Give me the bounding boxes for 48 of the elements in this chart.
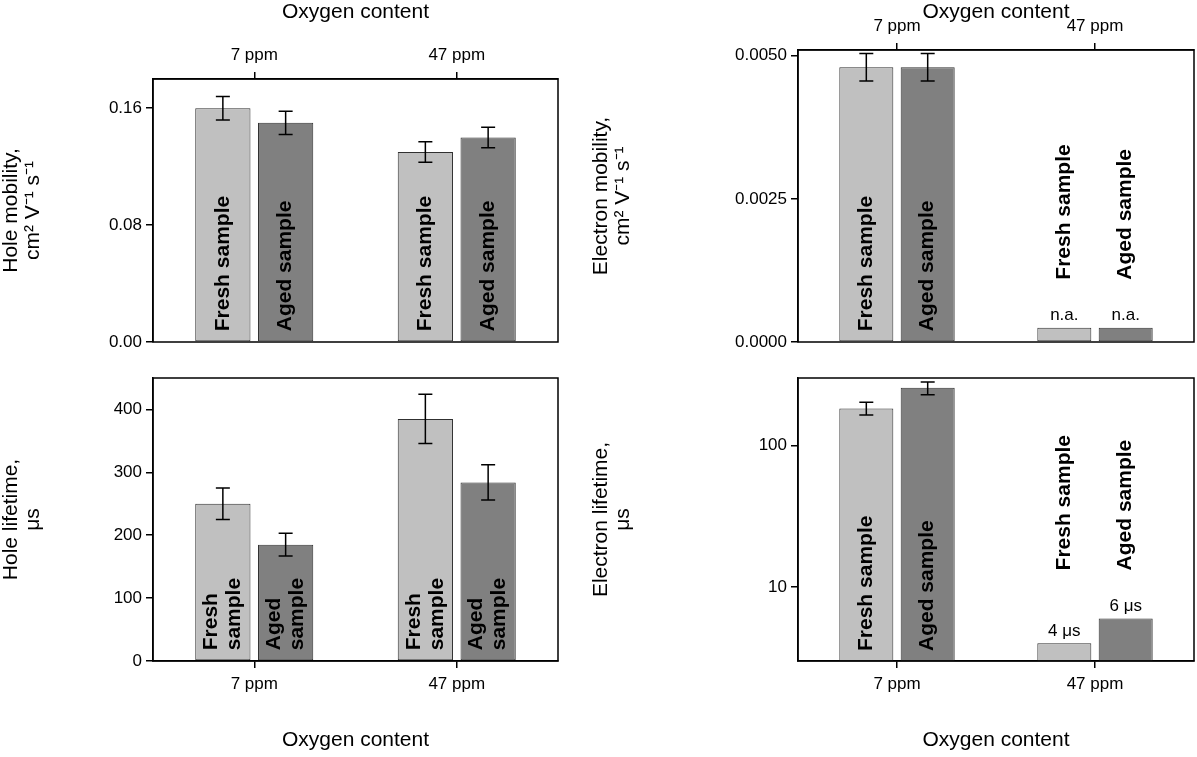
x-tick-label: 47 ppm [1066,673,1124,693]
series-label: Aged sample [260,577,307,651]
series-label: Fresh sample [853,515,877,651]
x-tick-label: 7 ppm [230,673,278,693]
series-label: Fresh sample [209,195,233,332]
data-label: 4 μs [1048,620,1081,640]
text: Fresh sample [1051,144,1075,280]
text: Fresh sample [412,195,436,332]
x2-axis-title: Oxygen content [922,0,1070,23]
series-label: Aged sample [914,200,938,332]
x-tick-label: 7 ppm [230,45,278,65]
text: Fresh sample [1051,435,1075,571]
x-tick-label: 47 ppm [428,673,486,693]
data-label: 6 μs [1109,595,1142,615]
text: Aged sample [1112,439,1136,571]
x-axis-title: Oxygen content [922,727,1070,751]
y-tick-label: 0.0000 [735,331,787,351]
series-label: Fresh sample [853,195,877,332]
text: Aged sample [474,200,498,332]
y-tick-label: 0.16 [108,97,142,117]
series-label: Aged sample [914,520,938,651]
y-tick-label: 0.00 [108,331,142,351]
text: Aged sample [463,577,510,651]
series-label: Aged sample [272,200,296,332]
data-label: n.a. [1111,304,1140,324]
y-axis-title: Electron lifetime, μs [587,441,633,598]
text: Aged sample [1112,148,1136,280]
data-label: n.a. [1050,304,1079,324]
y-tick-label: 100 [113,587,142,607]
x-tick-label: 47 ppm [428,45,486,65]
y-tick-label: 0.08 [108,214,142,234]
x-tick-label: 7 ppm [873,16,921,36]
x2-axis-title: Oxygen content [281,0,430,23]
y-tick-label: 0.0050 [735,45,787,65]
x-axis-title: Oxygen content [281,727,430,751]
series-label: Fresh sample [198,577,245,651]
y-axis-title: Electron mobility, cm² V⁻¹ s⁻¹ [587,116,633,276]
y-tick-label: 10 [768,576,787,596]
y-tick-label: 300 [113,462,142,482]
y-tick-label: 200 [113,524,142,544]
x-tick-label: 7 ppm [873,673,921,693]
y-axis-title: Hole lifetime, μs [0,458,43,581]
y-tick-label: 400 [113,399,142,419]
y-axis-title: Hole mobility, cm² V⁻¹ s⁻¹ [0,148,43,273]
y-tick-label: 0 [132,650,142,670]
y-tick-label: 0.0025 [735,188,787,208]
text: Fresh sample [400,577,447,651]
y-tick-label: 100 [758,435,787,455]
